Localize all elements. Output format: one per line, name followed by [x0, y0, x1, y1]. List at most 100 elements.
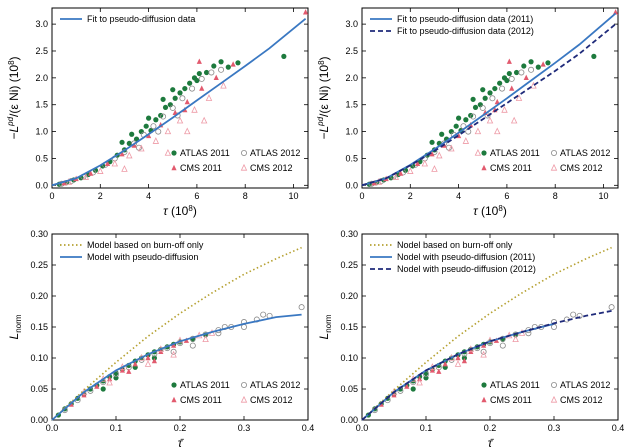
data-point-cms-2011 — [213, 74, 219, 81]
data-point-cms-2012 — [494, 127, 501, 135]
data-point-atlas-2011 — [482, 95, 488, 101]
x-axis-unit-close: ) — [503, 204, 507, 218]
data-point-cms-2012 — [416, 378, 423, 386]
data-point-atlas-2011 — [126, 140, 132, 147]
y-tick-label: 0.05 — [30, 384, 48, 394]
legend-marker-label: CMS 2012 — [250, 163, 293, 173]
x-tick-label: 0 — [359, 191, 364, 201]
x-tick-label: 10 — [599, 191, 609, 201]
data-point-cms-2011 — [145, 354, 151, 361]
legend-line-label: Model with pseudo-diffusion — [87, 252, 198, 262]
legend-line-label: Fit to pseudo-diffusion data (2011) — [397, 14, 533, 24]
x-tick-label: 0.0 — [356, 423, 369, 433]
data-point-atlas-2011 — [456, 115, 462, 121]
data-point-atlas-2012 — [169, 104, 176, 111]
x-axis-unit-exp: 8 — [498, 204, 503, 213]
data-point-atlas-2011 — [177, 90, 183, 96]
data-point-atlas-2011 — [119, 139, 125, 145]
data-point-cms-2012 — [170, 350, 177, 358]
data-point-atlas-2011 — [218, 59, 224, 65]
data-point-atlas-2012 — [518, 69, 525, 76]
data-point-cms-2011 — [184, 98, 190, 105]
data-point-cms-2012 — [126, 151, 133, 159]
data-point-cms-2011 — [119, 150, 125, 157]
data-point-cms-2012 — [205, 94, 213, 101]
y-tick-label: 0.5 — [345, 153, 358, 163]
y-axis-unit-exp: 8 — [317, 60, 326, 65]
data-point-atlas-2011 — [480, 87, 486, 93]
data-point-atlas-2011 — [410, 386, 416, 392]
data-point-atlas-2012 — [155, 128, 162, 135]
data-point-cms-2011 — [88, 170, 94, 176]
data-point-atlas-2012 — [298, 304, 305, 311]
data-point-cms-2011 — [417, 375, 423, 382]
data-point-cms-2012 — [152, 137, 160, 144]
legend-marker — [171, 150, 177, 156]
data-point-cms-2012 — [200, 116, 208, 124]
legend-marker-label: ATLAS 2011 — [490, 380, 540, 390]
y-axis-unit-close: ) — [7, 56, 21, 60]
legend-marker — [171, 396, 177, 403]
data-point-cms-2011 — [442, 361, 448, 367]
data-point-cms-2012 — [474, 127, 482, 135]
series-line-0 — [51, 18, 307, 187]
data-point-cms-2012 — [184, 127, 191, 135]
data-point-cms-2012 — [474, 148, 482, 156]
data-point-atlas-2012 — [570, 311, 577, 318]
data-point-atlas-2012 — [499, 85, 506, 92]
data-point-cms-2011 — [81, 392, 87, 398]
y-tick-label: 1.5 — [35, 100, 48, 110]
data-point-cms-2012 — [462, 137, 470, 144]
data-point-atlas-2012 — [489, 95, 496, 102]
y-tick-label: 0.10 — [30, 353, 48, 363]
data-point-atlas-2011 — [477, 102, 483, 108]
series-line-1 — [361, 23, 617, 187]
data-point-atlas-2012 — [198, 75, 205, 82]
data-point-atlas-2011 — [187, 80, 193, 86]
y-tick-label: 0.30 — [340, 229, 358, 239]
data-point-atlas-2011 — [506, 70, 512, 77]
x-tick-label: 4 — [146, 191, 151, 201]
x-axis-label: τ̄ — [488, 436, 494, 448]
legend-marker — [240, 149, 247, 156]
x-tick-label: 0.2 — [174, 423, 187, 433]
data-point-cms-2012 — [164, 148, 172, 156]
data-point-atlas-2011 — [513, 69, 520, 76]
legend-marker-label: ATLAS 2012 — [560, 380, 610, 390]
data-point-cms-2011 — [404, 383, 410, 389]
data-point-atlas-2011 — [172, 95, 178, 101]
data-point-cms-2011 — [172, 109, 178, 115]
panel-bottom-right: 0.0 0.1 0.2 0.3 0.4 0.00 0.05 0.10 0.15 0.20 0.25 0… — [317, 229, 624, 448]
data-point-cms-2011 — [494, 98, 500, 105]
y-axis-denominator: /(ε Ni) (10 — [317, 65, 331, 117]
data-point-cms-2011 — [107, 375, 113, 382]
data-point-cms-2011 — [151, 357, 157, 364]
y-tick-label: 2.5 — [345, 46, 358, 56]
data-point-cms-2011 — [104, 160, 111, 167]
legend-marker — [481, 396, 487, 403]
legend-marker — [550, 163, 558, 171]
legend-marker-label: CMS 2011 — [180, 163, 222, 173]
data-point-atlas-2011 — [162, 104, 169, 111]
series-line-1 — [51, 313, 302, 421]
legend-marker-label: CMS 2011 — [180, 395, 222, 405]
y-axis-symbol: −L — [7, 126, 21, 140]
data-point-atlas-2011 — [143, 123, 149, 129]
data-point-cms-2011 — [481, 342, 487, 348]
legend-marker — [481, 164, 487, 171]
data-point-atlas-2012 — [499, 342, 506, 349]
y-tick-label: 1.0 — [345, 127, 358, 137]
y-tick-label: 2.0 — [345, 73, 358, 83]
legend-marker-label: CMS 2011 — [490, 395, 532, 405]
data-point-atlas-2011 — [196, 70, 202, 77]
data-point-cms-2011 — [199, 85, 205, 91]
data-point-cms-2012 — [111, 159, 119, 167]
y-tick-label: 0.00 — [340, 415, 358, 425]
legend-marker — [240, 395, 248, 403]
data-point-atlas-2011 — [146, 115, 152, 121]
y-axis-label: −Lpd/(ε Ni) (108) — [316, 56, 331, 139]
y-axis-denominator: /(ε Ni) (10 — [7, 65, 21, 117]
data-point-cms-2011 — [302, 9, 309, 15]
data-point-cms-2012 — [106, 378, 113, 386]
